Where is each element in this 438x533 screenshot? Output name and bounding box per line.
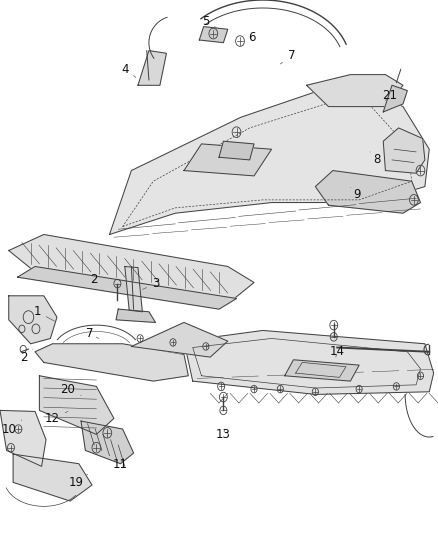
- Polygon shape: [138, 51, 166, 85]
- Polygon shape: [110, 80, 429, 235]
- Polygon shape: [116, 309, 155, 322]
- Polygon shape: [199, 27, 228, 43]
- Polygon shape: [39, 376, 114, 434]
- Text: 14: 14: [330, 345, 345, 358]
- Text: 7: 7: [86, 327, 99, 340]
- Text: 9: 9: [350, 188, 361, 201]
- Text: 10: 10: [1, 420, 22, 435]
- Text: 11: 11: [113, 458, 128, 471]
- Polygon shape: [35, 344, 188, 381]
- Polygon shape: [13, 454, 92, 501]
- Polygon shape: [18, 266, 237, 309]
- Polygon shape: [383, 128, 425, 173]
- Polygon shape: [219, 141, 254, 160]
- Polygon shape: [125, 266, 142, 312]
- Text: 3: 3: [143, 277, 159, 290]
- Polygon shape: [9, 235, 254, 304]
- Polygon shape: [0, 410, 46, 466]
- Text: 8: 8: [370, 152, 380, 166]
- Polygon shape: [131, 322, 228, 357]
- Text: 13: 13: [216, 428, 231, 441]
- Polygon shape: [81, 421, 134, 464]
- Text: 19: 19: [69, 474, 88, 489]
- Text: 6: 6: [243, 31, 256, 45]
- Text: 1: 1: [33, 305, 54, 321]
- Text: 5: 5: [202, 15, 217, 28]
- Text: 20: 20: [60, 383, 81, 395]
- Polygon shape: [383, 85, 407, 112]
- Text: 7: 7: [280, 50, 295, 64]
- Polygon shape: [307, 75, 403, 107]
- Polygon shape: [184, 330, 434, 394]
- Text: 2: 2: [90, 273, 103, 290]
- Polygon shape: [315, 171, 420, 213]
- Polygon shape: [285, 360, 359, 381]
- Text: 4: 4: [121, 63, 136, 77]
- Polygon shape: [184, 144, 272, 176]
- Text: 12: 12: [45, 411, 68, 425]
- Text: 21: 21: [382, 90, 397, 102]
- Polygon shape: [9, 296, 57, 344]
- Text: 2: 2: [20, 349, 33, 364]
